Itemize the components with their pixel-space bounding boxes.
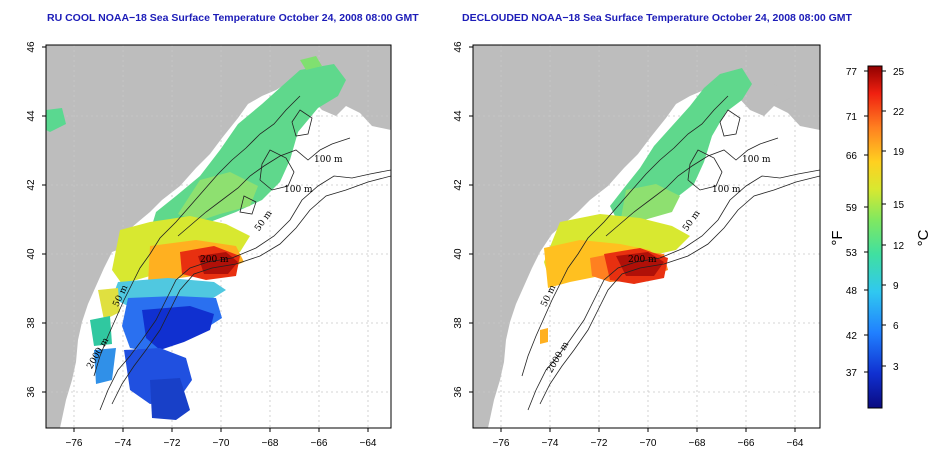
left-contour-label: 100 m: [284, 185, 313, 195]
lon-tick-label: −64: [787, 438, 804, 449]
right-contour-label: 100 m: [712, 185, 741, 195]
right-map-frame: [472, 44, 821, 429]
lat-tick-label: 46: [453, 41, 464, 53]
lon-tick-label: −72: [164, 438, 181, 449]
lon-tick-label: −64: [360, 438, 377, 449]
lat-tick-label: 38: [453, 317, 464, 329]
fahrenheit-tick-label: 48: [846, 286, 858, 297]
lon-tick-label: −74: [115, 438, 132, 449]
celsius-tick-label: 3: [893, 362, 899, 373]
left-land: [46, 45, 391, 428]
lat-tick-label: 40: [26, 248, 37, 260]
colorbar-tick-marks: [864, 70, 886, 373]
left-contours: [93, 95, 391, 411]
right-tick-marks: [469, 46, 796, 432]
lon-tick-label: −70: [640, 438, 657, 449]
left-lat-tick-labels: 36 38 40 42 44 46: [26, 41, 37, 398]
right-panel-title: DECLOUDED NOAA−18 Sea Surface Temperatur…: [462, 12, 852, 24]
lat-tick-label: 42: [26, 179, 37, 191]
lat-tick-label: 40: [453, 248, 464, 260]
right-contour-label: 100 m: [742, 155, 771, 165]
left-contour-label: 200 m: [200, 255, 229, 265]
lon-tick-label: −66: [738, 438, 755, 449]
lat-tick-label: 36: [453, 386, 464, 398]
right-contour-label: 200 m: [628, 255, 657, 265]
celsius-tick-label: 19: [893, 147, 905, 158]
lon-tick-label: −76: [493, 438, 510, 449]
right-land-maritimes: [740, 78, 790, 104]
fahrenheit-tick-label: 53: [846, 248, 858, 259]
lat-tick-label: 46: [26, 41, 37, 53]
left-map-panel: RU COOL NOAA−18 Sea Surface Temperature …: [26, 12, 419, 449]
celsius-tick-label: 15: [893, 200, 905, 211]
lon-tick-label: −66: [311, 438, 328, 449]
left-map-frame: [45, 44, 392, 429]
celsius-tick-label: 22: [893, 107, 905, 118]
colorbar-fahrenheit-labels: 77 71 66 59 53 48 42 37: [846, 67, 858, 379]
fahrenheit-tick-label: 42: [846, 331, 858, 342]
celsius-tick-label: 6: [893, 321, 899, 332]
lon-tick-label: −70: [213, 438, 230, 449]
lat-tick-label: 42: [453, 179, 464, 191]
lat-tick-label: 38: [26, 317, 37, 329]
right-land: [473, 45, 820, 428]
right-sst-field: [540, 68, 752, 344]
lon-tick-label: −68: [262, 438, 279, 449]
colorbar-gradient: [867, 65, 883, 409]
celsius-unit-label: °C: [915, 229, 932, 246]
lon-tick-label: −74: [542, 438, 559, 449]
fahrenheit-tick-label: 71: [846, 112, 858, 123]
left-tick-marks: [42, 46, 369, 432]
celsius-tick-label: 12: [893, 241, 905, 252]
right-map-panel: DECLOUDED NOAA−18 Sea Surface Temperatur…: [453, 12, 852, 449]
colorbar: 77 71 66 59 53 48 42 37 25 22 19 15 12 9…: [829, 65, 932, 409]
right-lat-tick-labels: 36 38 40 42 44 46: [453, 41, 464, 398]
lon-tick-label: −68: [689, 438, 706, 449]
fahrenheit-unit-label: °F: [829, 230, 846, 245]
fahrenheit-tick-label: 59: [846, 203, 858, 214]
lat-tick-label: 44: [453, 110, 464, 122]
colorbar-celsius-labels: 25 22 19 15 12 9 6 3: [893, 67, 905, 373]
celsius-tick-label: 25: [893, 67, 905, 78]
celsius-tick-label: 9: [893, 281, 899, 292]
fahrenheit-tick-label: 37: [846, 368, 858, 379]
left-sst-field: [46, 56, 346, 420]
fahrenheit-tick-label: 66: [846, 151, 858, 162]
fahrenheit-tick-label: 77: [846, 67, 858, 78]
lat-tick-label: 44: [26, 110, 37, 122]
lat-tick-label: 36: [26, 386, 37, 398]
lon-tick-label: −72: [591, 438, 608, 449]
right-contours: [521, 95, 820, 411]
right-lon-tick-labels: −76 −74 −72 −70 −68 −66 −64: [493, 438, 804, 449]
left-panel-title: RU COOL NOAA−18 Sea Surface Temperature …: [47, 12, 419, 24]
left-contour-label: 100 m: [314, 155, 343, 165]
left-lon-tick-labels: −76 −74 −72 −70 −68 −66 −64: [66, 438, 377, 449]
lon-tick-label: −76: [66, 438, 83, 449]
